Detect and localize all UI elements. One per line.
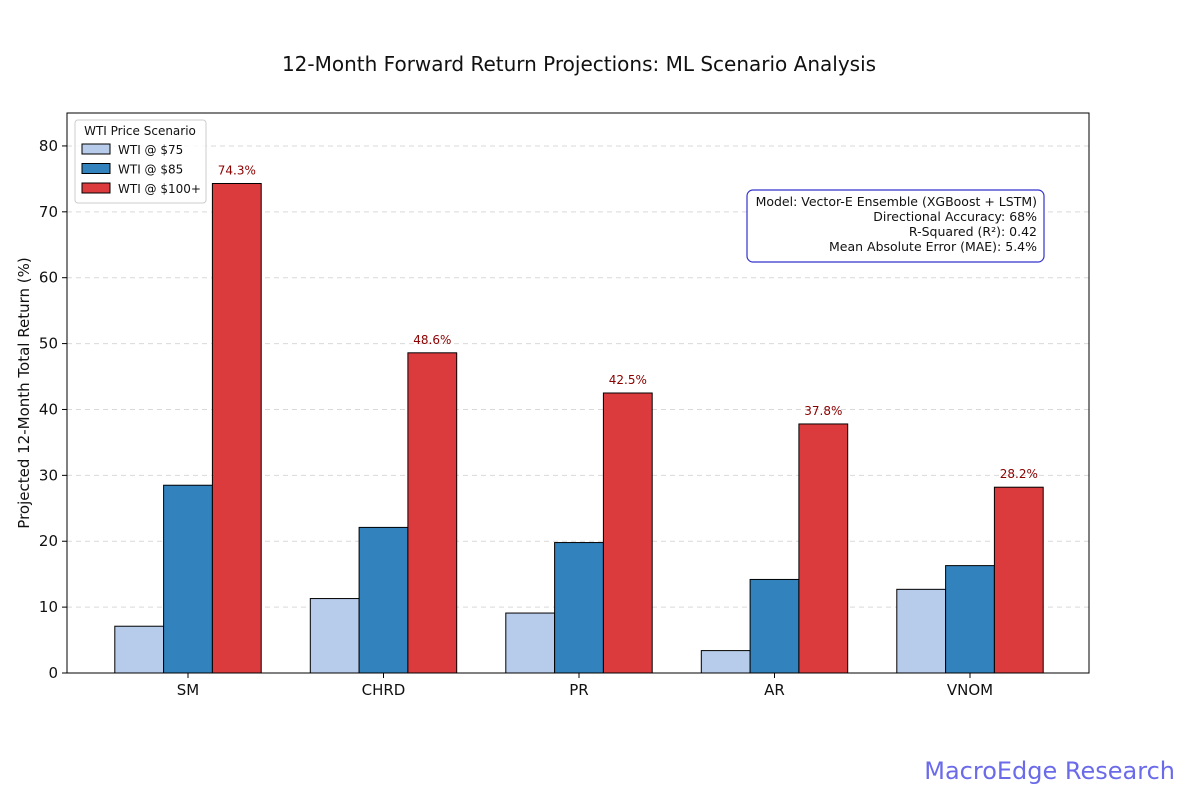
- bar-vnom-series-1: [945, 565, 995, 674]
- legend-label-0: WTI @ $75: [118, 143, 183, 157]
- chart-title: 12-Month Forward Return Projections: ML …: [282, 52, 876, 76]
- legend-items: WTI @ $75 WTI @ $85 WTI @ $100+: [81, 143, 201, 196]
- bar-pr-series-0: [505, 612, 556, 674]
- data-label-ar: 37.8%: [804, 404, 842, 418]
- bar-chrd-series-0: [309, 598, 360, 674]
- bar-ar-series-0: [700, 650, 751, 674]
- x-tick-label-sm: SM: [177, 681, 199, 699]
- x-tick-label-vnom: VNOM: [947, 681, 993, 699]
- y-tick-label: 10: [39, 598, 58, 616]
- y-tick-label: 60: [39, 269, 58, 287]
- model-info-box: Model: Vector-E Ensemble (XGBoost + LSTM…: [746, 189, 1045, 263]
- data-label-sm: 74.3%: [218, 163, 256, 177]
- bar-vnom-series-0: [896, 588, 947, 674]
- accuracy-line: Directional Accuracy: 68%: [873, 209, 1037, 224]
- r-squared-line: R-Squared (R²): 0.42: [909, 224, 1037, 239]
- bars: [114, 182, 1044, 674]
- y-tick-label: 50: [39, 335, 58, 353]
- legend-swatch-1: [81, 163, 111, 174]
- legend-label-1: WTI @ $85: [118, 163, 183, 177]
- data-labels: 74.3% 48.6% 42.5% 37.8% 28.2%: [218, 163, 1038, 481]
- bar-sm-series-2: [211, 182, 262, 674]
- model-name-line: Model: Vector-E Ensemble (XGBoost + LSTM…: [756, 194, 1037, 209]
- y-tick-label: 40: [39, 400, 58, 418]
- legend-box: [74, 119, 207, 204]
- x-tick-label-chrd: CHRD: [362, 681, 406, 699]
- legend-swatch-0: [81, 143, 111, 155]
- x-axis: SM CHRD PR AR VNOM: [177, 673, 993, 699]
- bar-ar-series-1: [749, 578, 800, 674]
- data-label-vnom: 28.2%: [1000, 467, 1038, 481]
- y-tick-label: 80: [39, 137, 58, 155]
- bar-pr-series-2: [602, 392, 653, 674]
- mae-line: Mean Absolute Error (MAE): 5.4%: [829, 239, 1037, 254]
- model-info-frame: [746, 189, 1045, 263]
- bar-chrd-series-1: [358, 526, 409, 674]
- legend-label-2: WTI @ $100+: [118, 182, 201, 196]
- bar-sm-series-1: [163, 484, 213, 674]
- bar-chrd-series-2: [407, 352, 458, 674]
- data-label-pr: 42.5%: [609, 373, 647, 387]
- y-tick-label: 0: [48, 664, 58, 682]
- y-tick-label: 70: [39, 203, 58, 221]
- bar-sm-series-0: [114, 625, 165, 674]
- bar-pr-series-1: [554, 542, 604, 674]
- y-tick-label: 30: [39, 466, 58, 484]
- watermark: MacroEdge Research: [924, 757, 1175, 785]
- legend-title: WTI Price Scenario: [84, 124, 196, 138]
- bar-ar-series-2: [798, 423, 849, 674]
- x-tick-label-ar: AR: [764, 681, 785, 699]
- y-tick-label: 20: [39, 532, 58, 550]
- data-label-chrd: 48.6%: [413, 333, 451, 347]
- y-axis-label: Projected 12-Month Total Return (%): [15, 257, 33, 528]
- plot-frame: [66, 112, 1090, 674]
- x-tick-label-pr: PR: [569, 681, 588, 699]
- bar-vnom-series-2: [993, 486, 1044, 674]
- y-axis: 0 10 20 30 40 50 60 70 80: [39, 137, 67, 682]
- legend-swatch-2: [81, 182, 111, 194]
